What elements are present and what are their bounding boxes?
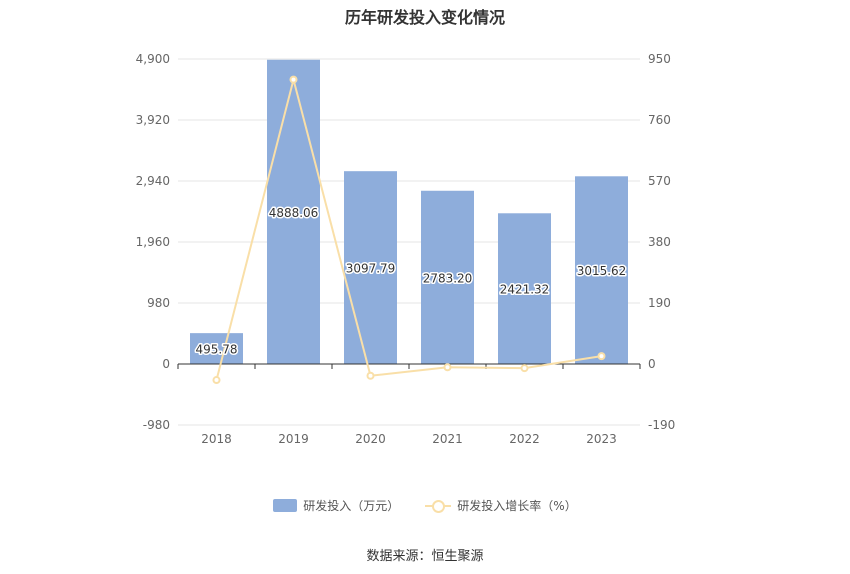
growth-point (597, 352, 606, 361)
y-left-tick-label: 4,900 (136, 52, 170, 66)
legend-item-bar[interactable]: 研发投入（万元） (273, 497, 399, 514)
growth-point (289, 75, 298, 84)
legend-line-swatch (425, 499, 452, 513)
bar (575, 176, 628, 364)
chart-title: 历年研发投入变化情况 (344, 8, 505, 27)
y-left-tick-label: -980 (143, 418, 170, 432)
x-tick-label: 2022 (509, 432, 540, 446)
bar-data-label: 2783.20 (423, 271, 473, 285)
y-left-tick-label: 1,960 (136, 235, 170, 249)
y-left-tick-label: 3,920 (136, 113, 170, 127)
bar-data-label: 4888.06 (269, 206, 319, 220)
legend-bar-label: 研发投入（万元） (303, 499, 400, 513)
bar-data-label: 2421.32 (500, 283, 550, 297)
growth-point (443, 363, 452, 372)
bar-data-label: 3097.79 (346, 262, 396, 276)
y-right-tick-label: 760 (648, 113, 671, 127)
growth-line (215, 79, 602, 381)
y-left-tick-label: 980 (147, 296, 170, 310)
legend-line-label: 研发投入增长率（%） (457, 499, 577, 513)
y-left-tick-label: 0 (162, 357, 170, 371)
bar (498, 213, 551, 364)
x-tick-label: 2019 (278, 432, 309, 446)
y-right-tick-label: 190 (648, 296, 671, 310)
y-left-tick-label: 2,940 (136, 174, 170, 188)
y-right-tick-label: -190 (648, 418, 675, 432)
bar (267, 59, 320, 365)
y-right-tick-label: 0 (648, 357, 656, 371)
growth-point (520, 364, 529, 373)
bar (190, 333, 243, 364)
legend-item-line[interactable]: 研发投入增长率（%） (425, 497, 577, 514)
legend-bar-swatch (273, 499, 298, 512)
bar (344, 171, 397, 364)
x-tick-label: 2020 (355, 432, 386, 446)
bar-data-label: 3015.62 (577, 264, 627, 278)
x-tick-label: 2021 (432, 432, 463, 446)
x-tick-label: 2018 (201, 432, 232, 446)
y-right-tick-label: 950 (648, 52, 671, 66)
legend: 研发投入（万元） 研发投入增长率（%） (0, 497, 850, 514)
y-right-tick-label: 380 (648, 235, 671, 249)
growth-point (366, 371, 375, 380)
growth-point (212, 376, 221, 385)
x-tick-label: 2023 (586, 432, 617, 446)
bar-data-label: 495.78 (196, 343, 238, 357)
y-right-tick-label: 570 (648, 174, 671, 188)
bar (421, 190, 474, 364)
data-source: 数据来源：恒生聚源 (366, 549, 484, 564)
